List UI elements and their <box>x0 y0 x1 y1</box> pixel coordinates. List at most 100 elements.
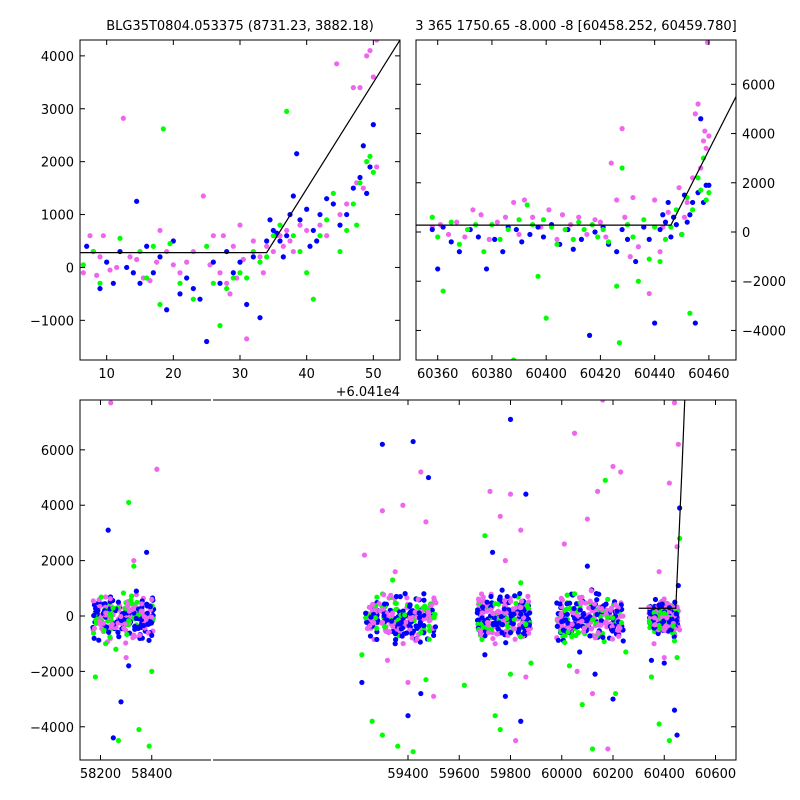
data-point-blue <box>619 226 625 233</box>
data-point-blue <box>570 246 576 252</box>
data-point-pink <box>164 248 170 255</box>
data-point-blue <box>503 640 509 646</box>
data-point-green <box>244 275 250 281</box>
data-point-pink <box>662 625 668 631</box>
data-point-pink <box>652 622 658 628</box>
data-point-green <box>426 636 432 642</box>
data-point-green <box>571 591 578 597</box>
data-point-pink <box>589 690 596 697</box>
data-point-green <box>497 236 503 242</box>
data-point-green <box>656 721 662 727</box>
data-point-pink <box>583 600 589 606</box>
x-tick-label: 60400 <box>525 367 566 382</box>
model-line <box>416 96 736 226</box>
data-point-green <box>90 248 96 255</box>
data-point-pink <box>154 259 160 265</box>
data-point-pink <box>154 466 160 472</box>
data-point-green <box>604 614 610 620</box>
data-point-blue <box>560 627 567 633</box>
data-point-blue <box>137 280 143 286</box>
data-point-blue <box>118 617 124 624</box>
data-point-blue <box>673 611 679 617</box>
data-point-green <box>605 596 611 602</box>
data-point-blue <box>367 633 374 639</box>
data-point-blue <box>499 630 505 636</box>
data-point-pink <box>280 243 286 249</box>
data-point-green <box>518 580 524 586</box>
data-point-blue <box>620 638 626 644</box>
data-point-blue <box>501 606 507 612</box>
data-point-pink <box>431 597 437 603</box>
data-point-pink <box>137 632 143 638</box>
data-point-blue <box>357 174 363 181</box>
data-point-green <box>297 248 303 255</box>
data-point-pink <box>519 598 525 604</box>
data-point-green <box>647 620 653 626</box>
data-point-pink <box>372 607 378 613</box>
data-point-green <box>379 732 385 738</box>
data-point-pink <box>383 628 389 634</box>
data-point-blue <box>577 607 583 613</box>
data-point-green <box>430 614 436 620</box>
data-point-green <box>528 660 534 666</box>
data-point-pink <box>503 610 509 616</box>
data-point-green <box>372 615 379 621</box>
data-point-pink <box>107 596 113 602</box>
data-point-pink <box>344 201 350 207</box>
data-point-green <box>117 235 123 241</box>
data-point-green <box>674 654 680 661</box>
data-point-pink <box>405 679 411 686</box>
data-point-pink <box>665 209 671 215</box>
data-point-blue <box>673 222 679 228</box>
data-point-green <box>601 638 607 645</box>
data-point-blue <box>104 259 110 265</box>
data-point-blue <box>84 243 90 249</box>
data-point-pink <box>521 615 527 621</box>
data-point-green <box>525 605 531 611</box>
plot-area <box>416 40 736 360</box>
data-point-green <box>414 603 420 610</box>
data-point-blue <box>706 182 712 188</box>
data-point-pink <box>103 594 109 600</box>
data-point-blue <box>555 637 561 643</box>
data-point-green <box>270 233 276 239</box>
data-point-green <box>440 288 446 294</box>
data-point-blue <box>594 597 600 603</box>
data-point-green <box>581 226 587 233</box>
data-point-blue <box>671 707 678 713</box>
data-point-blue <box>150 270 156 276</box>
data-point-green <box>646 256 652 262</box>
data-point-blue <box>482 652 488 658</box>
data-point-green <box>264 254 270 260</box>
y-tick-label: 0 <box>66 610 74 625</box>
data-point-pink <box>586 605 592 611</box>
data-point-pink <box>388 592 394 598</box>
data-point-green <box>120 590 127 596</box>
data-point-blue <box>571 605 577 612</box>
data-point-blue <box>586 332 593 338</box>
data-point-pink <box>400 502 406 508</box>
y-tick-label: −2000 <box>742 275 786 290</box>
data-point-pink <box>584 516 590 522</box>
data-point-blue <box>363 610 369 616</box>
data-point-blue <box>392 641 398 647</box>
data-point-pink <box>588 588 594 594</box>
data-point-pink <box>431 693 437 699</box>
data-point-blue <box>661 618 667 624</box>
data-point-pink <box>502 558 508 564</box>
data-point-pink <box>597 219 604 225</box>
data-point-blue <box>157 254 163 260</box>
data-point-pink <box>490 635 496 642</box>
data-point-green <box>492 713 498 719</box>
data-point-blue <box>662 219 669 225</box>
data-point-pink <box>475 596 482 602</box>
axes-frame <box>415 39 737 361</box>
data-point-green <box>641 217 647 223</box>
top-right-panel: 3 365 1750.65 -8.000 -8 [60458.252, 6045… <box>415 19 786 382</box>
bottom-panel: 58200 58400 59400 59600 59800 60000 60200 60400… <box>30 398 737 782</box>
data-point-pink <box>131 632 137 638</box>
data-point-green <box>97 280 103 286</box>
data-point-blue <box>95 607 101 614</box>
data-point-pink <box>125 603 131 609</box>
data-point-green <box>90 630 97 636</box>
